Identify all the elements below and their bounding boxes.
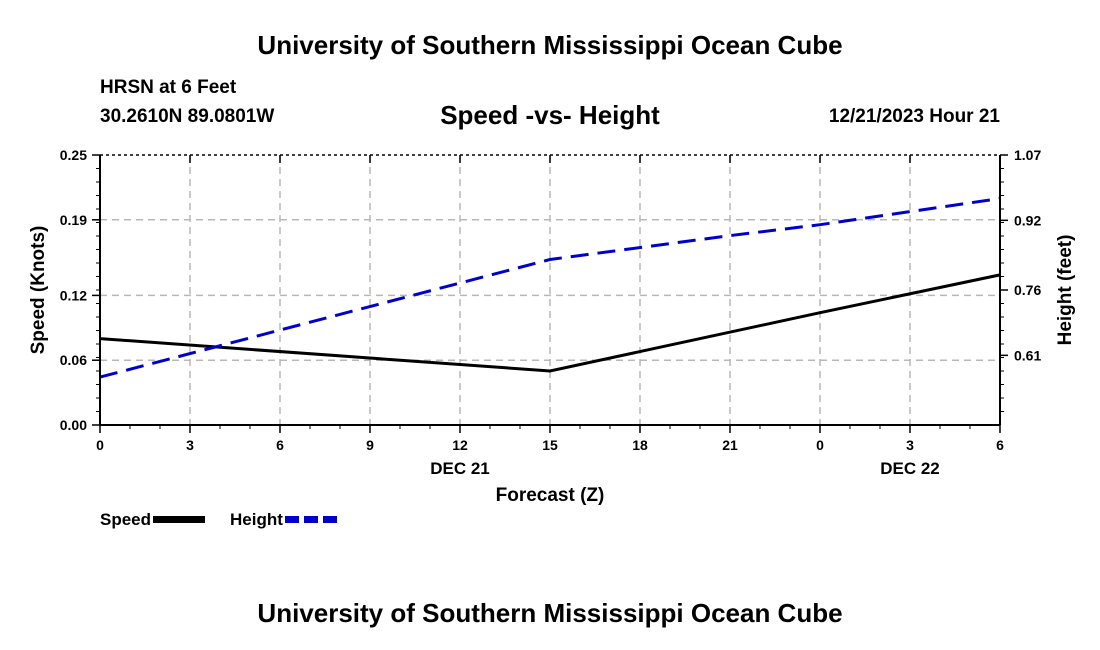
y-axis-left-label: Speed (Knots) xyxy=(28,226,49,355)
x-tick-label: 3 xyxy=(906,437,914,453)
station-label: HRSN at 6 Feet xyxy=(100,77,237,98)
station-coordinates: 30.2610N 89.0801W xyxy=(100,106,275,127)
series-line-height xyxy=(99,197,1001,379)
footer-title: University of Southern Mississippi Ocean… xyxy=(257,598,843,628)
legend-label-speed: Speed xyxy=(100,509,152,529)
x-date-label: DEC 22 xyxy=(880,459,940,478)
x-tick-label: 15 xyxy=(542,437,558,453)
legend-label-height: Height xyxy=(230,509,283,529)
x-tick-label: 18 xyxy=(632,437,648,453)
legend-item-speed: Speed xyxy=(100,509,206,530)
x-axis-label: Forecast (Z) xyxy=(496,485,605,506)
y-right-tick-label: 0.92 xyxy=(1014,212,1041,228)
x-tick-label: 9 xyxy=(366,437,374,453)
y-right-tick-label: 1.07 xyxy=(1014,147,1041,163)
page-title: University of Southern Mississippi Ocean… xyxy=(257,30,843,60)
x-tick-label: 0 xyxy=(816,437,824,453)
y-right-tick-label: 0.76 xyxy=(1014,282,1041,298)
chart-title: Speed -vs- Height xyxy=(440,100,660,130)
y-axis-right-label: Height (feet) xyxy=(1055,235,1076,346)
y-left-tick-label: 0.12 xyxy=(60,287,87,303)
y-right-tick-label: 0.61 xyxy=(1014,347,1041,363)
axis-labels: Forecast (Z) Speed (Knots) Height (feet) xyxy=(28,226,1076,506)
axes: 0 3 6 9 12 15 18 21 0 3 6 DEC 21 DEC 22 0.00 0.06 0.12 0… xyxy=(60,147,1042,478)
y-left-tick-label: 0.19 xyxy=(60,212,87,228)
y-left-tick-label: 0.00 xyxy=(60,417,87,433)
x-tick-label: 21 xyxy=(722,437,738,453)
legend-swatch-speed xyxy=(153,516,206,524)
legend-item-height: Height xyxy=(230,509,337,530)
forecast-datetime: 12/21/2023 Hour 21 xyxy=(828,106,1000,127)
series-lines xyxy=(99,197,1001,379)
y-left-tick-label: 0.06 xyxy=(60,352,87,368)
y-left-tick-label: 0.25 xyxy=(60,147,87,163)
series-line-speed xyxy=(99,273,1001,373)
grid xyxy=(100,155,1000,425)
x-date-label: DEC 21 xyxy=(430,459,490,478)
x-tick-label: 3 xyxy=(186,437,194,453)
x-tick-label: 12 xyxy=(452,437,468,453)
x-tick-label: 6 xyxy=(276,437,284,453)
legend-swatch-height xyxy=(284,516,337,524)
x-tick-label: 0 xyxy=(96,437,104,453)
x-tick-label: 6 xyxy=(996,437,1004,453)
